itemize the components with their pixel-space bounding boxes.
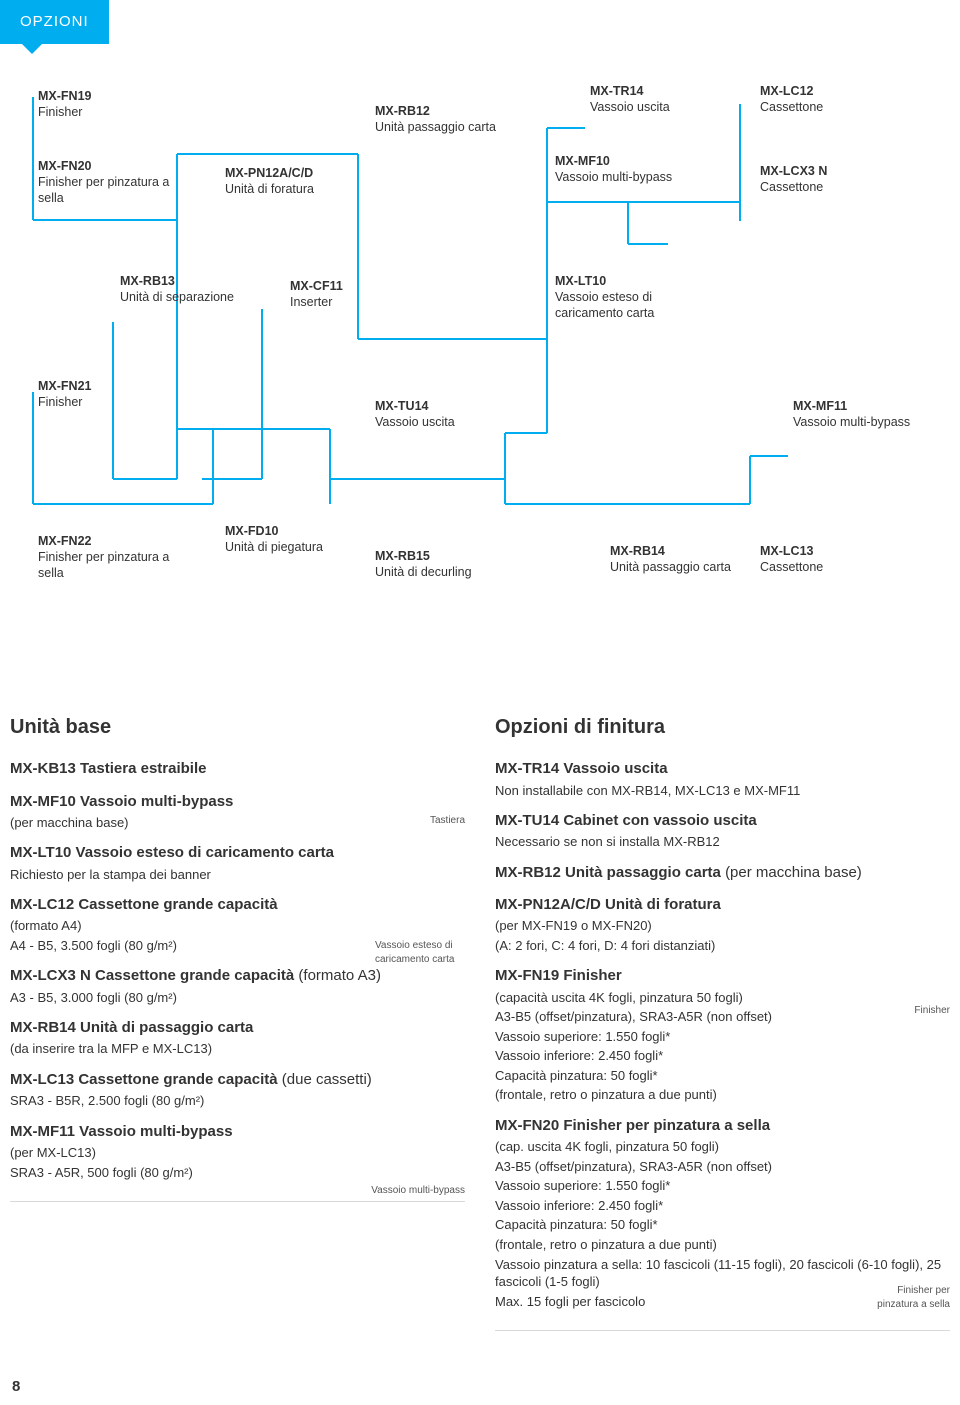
item-desc: (da inserire tra la MFP e MX-LC13) — [10, 1040, 465, 1058]
item-title: MX-LCX3 N Cassettone grande capacità (fo… — [10, 966, 465, 986]
item-title: MX-KB13 Tastiera estraibile — [10, 759, 465, 779]
node-lc13: MX-LC13Cassettone — [760, 544, 910, 575]
item-desc: A3-B5 (offset/pinzatura), SRA3-A5R (non … — [495, 1008, 950, 1026]
thumb-bypass: Vassoio multi-bypass — [371, 1184, 465, 1198]
item-desc: Capacità pinzatura: 50 fogli* — [495, 1067, 950, 1085]
thumb-tray-ext: Vassoio esteso di caricamento carta — [375, 939, 465, 966]
item-desc: Vassoio superiore: 1.550 fogli* — [495, 1177, 950, 1195]
item-desc: Vassoio inferiore: 2.450 fogli* — [495, 1047, 950, 1065]
node-lcx3: MX-LCX3 NCassettone — [760, 164, 910, 195]
options-diagram: MX-FN19Finisher MX-FN20Finisher per pinza… — [0, 84, 960, 684]
item-desc: (A: 2 fori, C: 4 fori, D: 4 fori distanz… — [495, 937, 950, 955]
item-desc: Vassoio superiore: 1.550 fogli* — [495, 1028, 950, 1046]
heading-right: Opzioni di finitura — [495, 714, 950, 741]
item-title: MX-RB12 Unità passaggio carta (per macch… — [495, 863, 950, 883]
col-right: Opzioni di finitura MX-TR14 Vassoio usci… — [495, 714, 950, 1331]
node-rb14: MX-RB14Unità passaggio carta — [610, 544, 760, 575]
thumb-finisher-saddle: Finisher per pinzatura a sella — [860, 1284, 950, 1311]
thumb-keyboard: Tastiera — [430, 814, 465, 828]
item-title: MX-LC12 Cassettone grande capacità — [10, 895, 465, 915]
node-lt10: MX-LT10Vassoio esteso di caricamento car… — [555, 274, 705, 321]
item-desc: (per macchina base) — [10, 814, 465, 832]
node-fn19: MX-FN19Finisher — [38, 89, 188, 120]
item-title: MX-LT10 Vassoio esteso di caricamento ca… — [10, 843, 465, 863]
item-title: MX-MF11 Vassoio multi-bypass — [10, 1122, 465, 1142]
item-desc: Capacità pinzatura: 50 fogli* — [495, 1216, 950, 1234]
item-desc: (cap. uscita 4K fogli, pinzatura 50 fogl… — [495, 1138, 950, 1156]
node-fn21: MX-FN21Finisher — [38, 379, 188, 410]
item-desc: (per MX-FN19 o MX-FN20) — [495, 917, 950, 935]
heading-left: Unità base — [10, 714, 465, 741]
node-cf11: MX-CF11Inserter — [290, 279, 440, 310]
col-left: Unità base MX-KB13 Tastiera estraibile MX… — [10, 714, 465, 1331]
item-desc: (capacità uscita 4K fogli, pinzatura 50 … — [495, 989, 950, 1007]
node-rb12: MX-RB12Unità passaggio carta — [375, 104, 525, 135]
item-desc: A3-B5 (offset/pinzatura), SRA3-A5R (non … — [495, 1158, 950, 1176]
node-fn20: MX-FN20Finisher per pinzatura a sella — [38, 159, 188, 206]
node-lc12: MX-LC12Cassettone — [760, 84, 910, 115]
node-fd10: MX-FD10Unità di piegatura — [225, 524, 375, 555]
node-tr14: MX-TR14Vassoio uscita — [590, 84, 740, 115]
item-title: MX-TR14 Vassoio uscita — [495, 759, 950, 779]
item-desc: SRA3 - B5R, 2.500 fogli (80 g/m²) — [10, 1092, 465, 1110]
item-desc: (formato A4) — [10, 917, 465, 935]
item-title: MX-MF10 Vassoio multi-bypass — [10, 792, 465, 812]
node-mf10: MX-MF10Vassoio multi-bypass — [555, 154, 705, 185]
node-mf11: MX-MF11Vassoio multi-bypass — [793, 399, 943, 430]
item-desc: A3 - B5, 3.000 fogli (80 g/m²) — [10, 989, 465, 1007]
section-tab: OPZIONI — [0, 0, 109, 44]
item-title: MX-LC13 Cassettone grande capacità (due … — [10, 1070, 465, 1090]
item-desc: Necessario se non si installa MX-RB12 — [495, 833, 950, 851]
item-title: MX-TU14 Cabinet con vassoio uscita — [495, 811, 950, 831]
item-desc: (frontale, retro o pinzatura a due punti… — [495, 1086, 950, 1104]
item-desc: SRA3 - A5R, 500 fogli (80 g/m²) — [10, 1164, 465, 1182]
page-number: 8 — [0, 1361, 960, 1405]
item-title: MX-FN19 Finisher — [495, 966, 950, 986]
item-title: MX-PN12A/C/D Unità di foratura — [495, 895, 950, 915]
thumb-finisher: Finisher — [914, 1004, 950, 1018]
item-desc: Richiesto per la stampa dei banner — [10, 866, 465, 884]
node-pn12: MX-PN12A/C/DUnità di foratura — [225, 166, 375, 197]
item-desc: (per MX-LC13) — [10, 1144, 465, 1162]
node-rb13: MX-RB13Unità di separazione — [120, 274, 270, 305]
node-tu14: MX-TU14Vassoio uscita — [375, 399, 525, 430]
node-fn22: MX-FN22Finisher per pinzatura a sella — [38, 534, 188, 581]
item-title: MX-FN20 Finisher per pinzatura a sella — [495, 1116, 950, 1136]
item-desc: Non installabile con MX-RB14, MX-LC13 e … — [495, 782, 950, 800]
node-rb15: MX-RB15Unità di decurling — [375, 549, 525, 580]
item-desc: Vassoio inferiore: 2.450 fogli* — [495, 1197, 950, 1215]
item-desc: (frontale, retro o pinzatura a due punti… — [495, 1236, 950, 1254]
item-title: MX-RB14 Unità di passaggio carta — [10, 1018, 465, 1038]
